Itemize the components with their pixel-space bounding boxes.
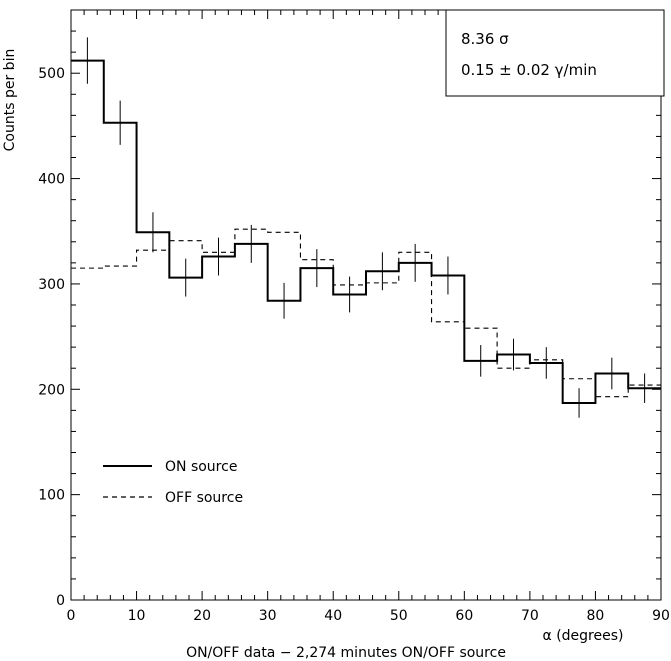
chart-caption: ON/OFF data − 2,274 minutes ON/OFF sourc…: [186, 645, 506, 661]
x-tick-label: 20: [193, 608, 211, 624]
plot-frame: [70, 9, 662, 601]
x-tick-label: 80: [587, 608, 605, 624]
x-tick-label: 10: [128, 608, 146, 624]
x-tick-label: 70: [521, 608, 539, 624]
y-axis-title: Counts per bin: [2, 49, 18, 152]
x-tick-label: 30: [259, 608, 277, 624]
rate-annotation: 0.15 ± 0.02 γ/min: [461, 61, 597, 79]
y-tick-label: 300: [38, 277, 65, 293]
x-tick-label: 40: [324, 608, 342, 624]
legend-on-label: ON source: [165, 459, 237, 475]
y-tick-label: 0: [56, 593, 65, 609]
y-tick-label: 100: [38, 488, 65, 504]
y-tick-label: 200: [38, 382, 65, 398]
x-tick-label: 50: [390, 608, 408, 624]
x-tick-label: 60: [455, 608, 473, 624]
y-tick-label: 400: [38, 172, 65, 188]
legend-off-label: OFF source: [165, 490, 243, 506]
on-source-series: [71, 59, 661, 404]
x-axis-title: α (degrees): [543, 628, 624, 644]
x-tick-label: 0: [67, 608, 76, 624]
significance-annotation: 8.36 σ: [461, 30, 509, 48]
off-source-series: [71, 228, 661, 398]
y-tick-label: 500: [38, 66, 65, 82]
x-tick-label: 90: [652, 608, 670, 624]
annotation-box: [445, 9, 665, 97]
